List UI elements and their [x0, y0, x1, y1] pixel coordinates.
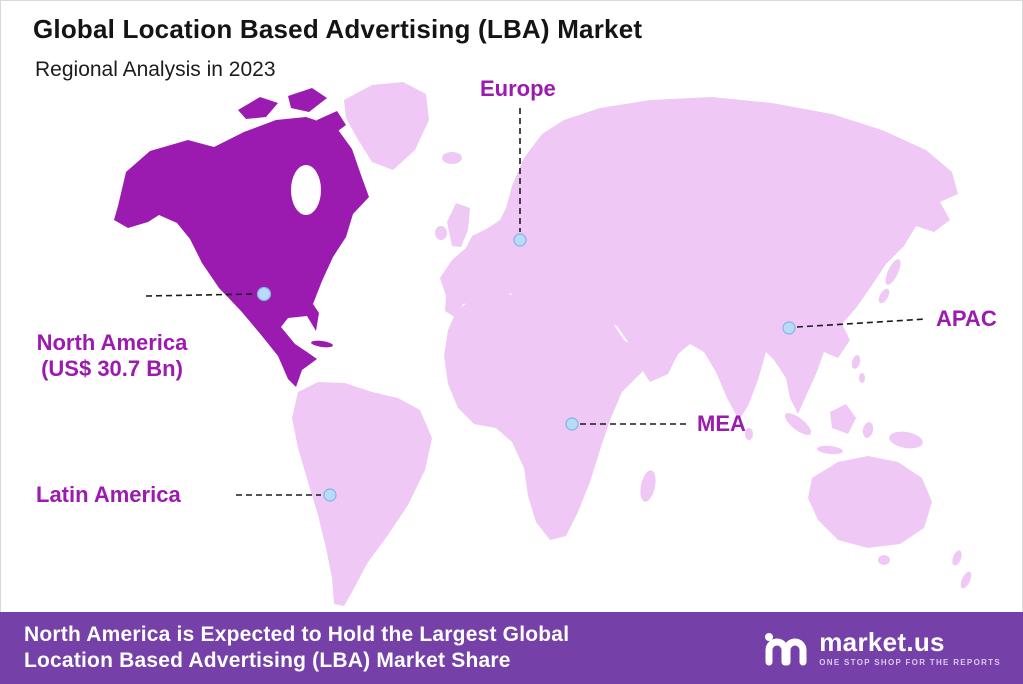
north-america-label: North America (US$ 30.7 Bn) [14, 330, 210, 382]
logo-tagline: ONE STOP SHOP FOR THE REPORTS [819, 658, 1001, 667]
hudson-bay [291, 165, 321, 215]
footer-banner: North America is Expected to Hold the La… [0, 612, 1023, 684]
europe-marker [513, 233, 527, 247]
logo-text: market.us ONE STOP SHOP FOR THE REPORTS [819, 629, 1001, 667]
mea-marker [565, 417, 579, 431]
subtitle: Regional Analysis in 2023 [35, 58, 276, 81]
banner-line-2: Location Based Advertising (LBA) Market … [24, 649, 511, 672]
marketus-logo-icon [765, 633, 807, 666]
banner-text: North America is Expected to Hold the La… [24, 622, 569, 674]
europe-label: Europe [480, 76, 556, 101]
south-america [292, 382, 432, 606]
eurasia-landmass [435, 97, 958, 440]
north-america-marker [256, 286, 272, 302]
africa [444, 294, 656, 540]
apac-marker [782, 321, 796, 335]
north-america-label-name: North America [36, 330, 188, 355]
greenland [344, 82, 429, 170]
north-america-leader-line [145, 293, 257, 297]
latin-america-marker [323, 488, 337, 502]
logo-name: market.us [819, 627, 945, 657]
marketus-logo: market.us ONE STOP SHOP FOR THE REPORTS [763, 628, 1001, 668]
north-america-region [114, 88, 369, 387]
page-title: Global Location Based Advertising (LBA) … [33, 14, 643, 44]
apac-leader-line [796, 318, 927, 328]
mea-label: MEA [697, 411, 746, 436]
banner-line-1: North America is Expected to Hold the La… [24, 623, 570, 646]
north-america-label-value: (US$ 30.7 Bn) [41, 356, 183, 381]
oceania-and-islands [784, 355, 972, 589]
apac-label: APAC [936, 306, 997, 331]
latin-america-label: Latin America [36, 482, 181, 507]
